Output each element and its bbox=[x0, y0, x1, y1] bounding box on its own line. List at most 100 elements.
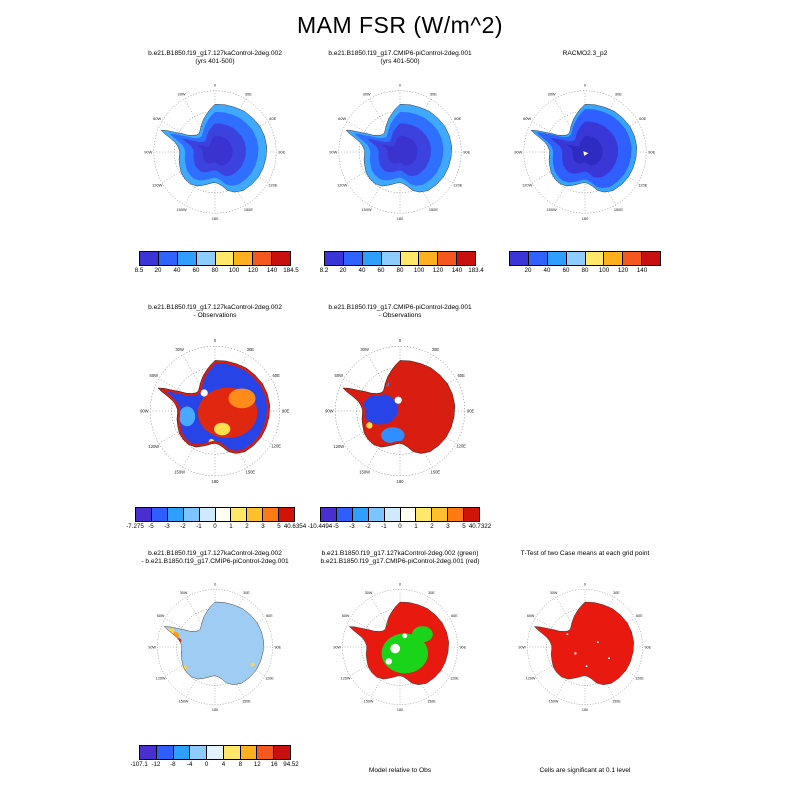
colorbar-tick-label: -1 bbox=[381, 523, 387, 530]
panel-piControl-climo: b.e21.B1850.f19_g17.CMIP6-piControl-2deg… bbox=[305, 50, 495, 276]
colorbar-tick-label: 40 bbox=[358, 267, 366, 274]
lon-labels: 0 30E 60E 90E 120E 150E 180 150W 120W 90W 60W 30W bbox=[518, 582, 651, 712]
colorbar-tick-label: 94.52 bbox=[283, 761, 299, 768]
lon-label: 180 bbox=[397, 216, 404, 221]
antarctica-map: 0 30E 60E 90E 120E 150E 180 150W 120W 90W 60W 30W bbox=[140, 338, 289, 484]
lon-label: 180 bbox=[397, 708, 403, 712]
colorbar-cell bbox=[510, 252, 529, 265]
colorbar-cell bbox=[183, 508, 200, 521]
colorbar-tick-label: -5 bbox=[333, 523, 339, 530]
panel-127ka-minus-obs: b.e21.B1850.f19_g17.127kaControl-2deg.00… bbox=[115, 304, 315, 532]
colorbar-tick-label: 140 bbox=[451, 267, 463, 274]
colorbar-tick-label: 3 bbox=[446, 523, 450, 530]
lon-label: 120W bbox=[152, 183, 163, 188]
colorbar-tick-label: 100 bbox=[228, 267, 240, 274]
colorbar-cell bbox=[416, 508, 433, 521]
colorbar-cell bbox=[279, 508, 295, 521]
coastline bbox=[163, 601, 264, 685]
colorbar-tick-label: 2 bbox=[430, 523, 434, 530]
colorbar-cell bbox=[231, 508, 248, 521]
colorbar-cell bbox=[448, 508, 465, 521]
colorbar-tick-label: 2 bbox=[245, 523, 249, 530]
lon-label: 30W bbox=[175, 347, 184, 352]
colorbar-tick-label: 20 bbox=[339, 267, 347, 274]
lon-labels: 0 30E 60E 90E 120E 150E 180 150W 120W 90W 60W 30W bbox=[325, 338, 474, 484]
panel-caption: Cells are significant at 0.1 level bbox=[539, 767, 631, 774]
coastline bbox=[342, 360, 456, 454]
lon-label: 90E bbox=[467, 408, 475, 413]
colorbar-labels: -10.4494 -5 -3 -2 -1 0 1 2 3 5 40.7322 bbox=[308, 523, 491, 532]
lon-label: 150E bbox=[246, 470, 256, 475]
lon-label: 150E bbox=[431, 470, 441, 475]
continent-fill bbox=[342, 360, 455, 454]
lon-label: 90W bbox=[518, 645, 526, 649]
colorbar-cell bbox=[623, 252, 643, 265]
colorbar-cell bbox=[336, 508, 353, 521]
lon-label: 90W bbox=[140, 408, 149, 413]
colorbar-cell bbox=[321, 508, 337, 521]
colorbar: 20 40 60 80 100 120 140 bbox=[509, 251, 661, 276]
lon-label: 90E bbox=[648, 149, 655, 154]
colorbar-cell bbox=[247, 508, 264, 521]
panel-title-line: b.e21.B1850.f19_g17.CMIP6-piControl-2deg… bbox=[328, 50, 472, 57]
lon-label: 90W bbox=[325, 408, 334, 413]
lon-label: 150W bbox=[359, 470, 370, 475]
colorbar-cell bbox=[438, 252, 458, 265]
continent-fill bbox=[161, 104, 267, 193]
lon-label: 60E bbox=[273, 373, 281, 378]
colorbar-tick-label: 80 bbox=[396, 267, 404, 274]
lon-label: 0 bbox=[584, 83, 587, 88]
lon-label: 180 bbox=[397, 479, 405, 484]
lon-labels: 0 30E 60E 90E 120E 150E 180 150W 120W 90W 60W 30W bbox=[140, 338, 289, 484]
colorbar-tick-label: 40 bbox=[543, 267, 551, 274]
lon-label: 90W bbox=[144, 149, 152, 154]
panel-model-vs-obs-significance: b.e21.B1850.f19_g17.127kaControl-2deg.00… bbox=[305, 550, 495, 774]
lon-label: 60W bbox=[523, 116, 531, 121]
colorbar-cell bbox=[343, 252, 363, 265]
lon-label: 120E bbox=[638, 183, 648, 188]
lon-label: 60E bbox=[458, 373, 466, 378]
lon-label: 60W bbox=[342, 614, 350, 618]
lon-label: 30E bbox=[243, 591, 250, 595]
colorbar-cell bbox=[547, 252, 567, 265]
panel-title: RACMO2.3_p2 bbox=[563, 50, 608, 67]
colorbar-labels: 8.5 20 40 60 80 100 120 140 184.5 bbox=[135, 267, 299, 276]
coastline bbox=[530, 104, 637, 193]
lon-label: 60E bbox=[269, 116, 276, 121]
colorbar-cells bbox=[324, 251, 476, 266]
panel-title-line: - b.e21.B1850.f19_g17.CMIP6-piControl-2d… bbox=[141, 557, 289, 565]
colorbar-tick-label: 1 bbox=[414, 523, 418, 530]
colorbar-tick-label: 120 bbox=[432, 267, 444, 274]
colorbar-cell bbox=[223, 746, 241, 759]
lon-label: 30W bbox=[180, 591, 188, 595]
lon-label: 60E bbox=[639, 116, 646, 121]
lon-labels: 0 30E 60E 90E 120E 150E 180 150W 120W 90W 60W 30W bbox=[333, 582, 466, 712]
lon-label: 150W bbox=[174, 470, 185, 475]
colorbar-labels: -7.275 -5 -3 -2 -1 0 1 2 3 5 40.6354 bbox=[126, 523, 306, 532]
colorbar-tick-label: 40.7322 bbox=[468, 523, 492, 530]
lon-labels: 0 30E 60E 90E 120E 150E 180 150W 120W 90W 60W 30W bbox=[148, 582, 281, 712]
colorbar-cell bbox=[190, 746, 208, 759]
colorbar-cell bbox=[207, 746, 224, 759]
panel-title-line: b.e21.B1850.f19_g17.127kaControl-2deg.00… bbox=[148, 550, 282, 557]
colorbar-cell bbox=[234, 252, 254, 265]
colorbar-cell bbox=[419, 252, 439, 265]
lon-label: 90E bbox=[645, 645, 652, 649]
colorbar-cells bbox=[509, 251, 661, 266]
lon-label: 90E bbox=[278, 149, 285, 154]
colorbar-tick-label: 0 bbox=[213, 523, 217, 530]
continent-fill bbox=[531, 104, 637, 193]
colorbar-tick-label: -5 bbox=[148, 523, 154, 530]
panel-title-line: - Observations bbox=[193, 311, 237, 319]
panel-title-line: b.e21.B1850.f19_g17.CMIP6-piControl-2deg… bbox=[320, 557, 480, 565]
colorbar-cell bbox=[215, 252, 235, 265]
colorbar-cell bbox=[464, 508, 480, 521]
colorbar-tick-label: 40 bbox=[173, 267, 181, 274]
lon-labels: 0 30E 60E 90E 120E 150E 180 150W 120W 90W 60W 30W bbox=[514, 83, 655, 221]
colorbar-cell bbox=[140, 746, 157, 759]
lon-label: 120E bbox=[453, 183, 463, 188]
lon-label: 120W bbox=[148, 444, 159, 449]
coastline bbox=[345, 104, 452, 193]
lon-label: 150W bbox=[179, 700, 189, 704]
lon-label: 120E bbox=[635, 677, 644, 681]
